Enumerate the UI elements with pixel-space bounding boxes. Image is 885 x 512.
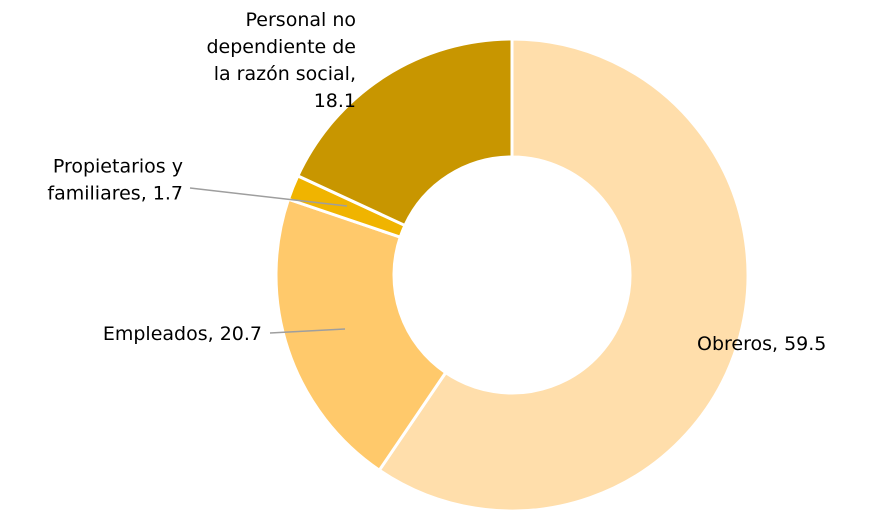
data-label-propietarios-y-familiares: Propietarios y familiares, 1.7 bbox=[47, 156, 183, 205]
data-label-line: familiares, 1.7 bbox=[47, 183, 183, 205]
data-label-line: Propietarios y bbox=[53, 156, 183, 178]
slice-empleados bbox=[274, 197, 448, 472]
data-label-personal-no-dependiente-de-la-razon-social: Personal no dependiente de la razón social… bbox=[206, 9, 356, 112]
data-labels-group: Obreros, 59.5 Empleados, 20.7 Propietarios… bbox=[47, 9, 826, 355]
data-label-line: Empleados, 20.7 bbox=[103, 323, 262, 345]
leader-lines-group bbox=[189, 187, 348, 334]
slice-personal-no-dependiente-de-la-razon-social bbox=[296, 37, 514, 227]
data-label-empleados: Empleados, 20.7 bbox=[103, 323, 262, 345]
slice-obreros bbox=[377, 37, 750, 512]
data-label-line: 18.1 bbox=[314, 90, 356, 112]
data-label-line: Personal no bbox=[246, 9, 356, 31]
data-label-line: Obreros, 59.5 bbox=[697, 333, 826, 355]
leader-line-propietarios-y-familiares bbox=[189, 187, 348, 207]
data-label-line: la razón social, bbox=[214, 63, 356, 85]
leader-line-empleados bbox=[269, 328, 346, 334]
data-label-line: dependiente de bbox=[206, 36, 356, 58]
data-label-obreros: Obreros, 59.5 bbox=[697, 333, 826, 355]
